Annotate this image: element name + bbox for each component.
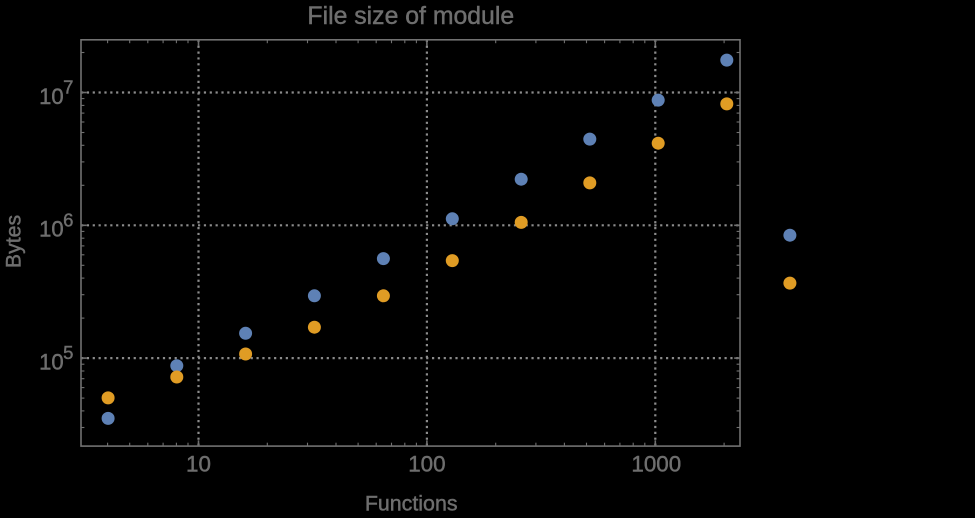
svg-text:10: 10 — [39, 217, 63, 242]
svg-text:10: 10 — [186, 452, 211, 477]
svg-text:File size of module: File size of module — [307, 3, 514, 30]
svg-text:6: 6 — [63, 209, 73, 230]
svg-text:100: 100 — [408, 452, 445, 477]
svg-text:10: 10 — [39, 349, 63, 374]
svg-text:10: 10 — [39, 84, 63, 109]
svg-text:Bytes: Bytes — [1, 215, 25, 268]
svg-text:7: 7 — [63, 77, 73, 98]
svg-text:Functions: Functions — [365, 492, 458, 513]
svg-text:5: 5 — [63, 342, 73, 363]
svg-text:1000: 1000 — [631, 452, 681, 477]
